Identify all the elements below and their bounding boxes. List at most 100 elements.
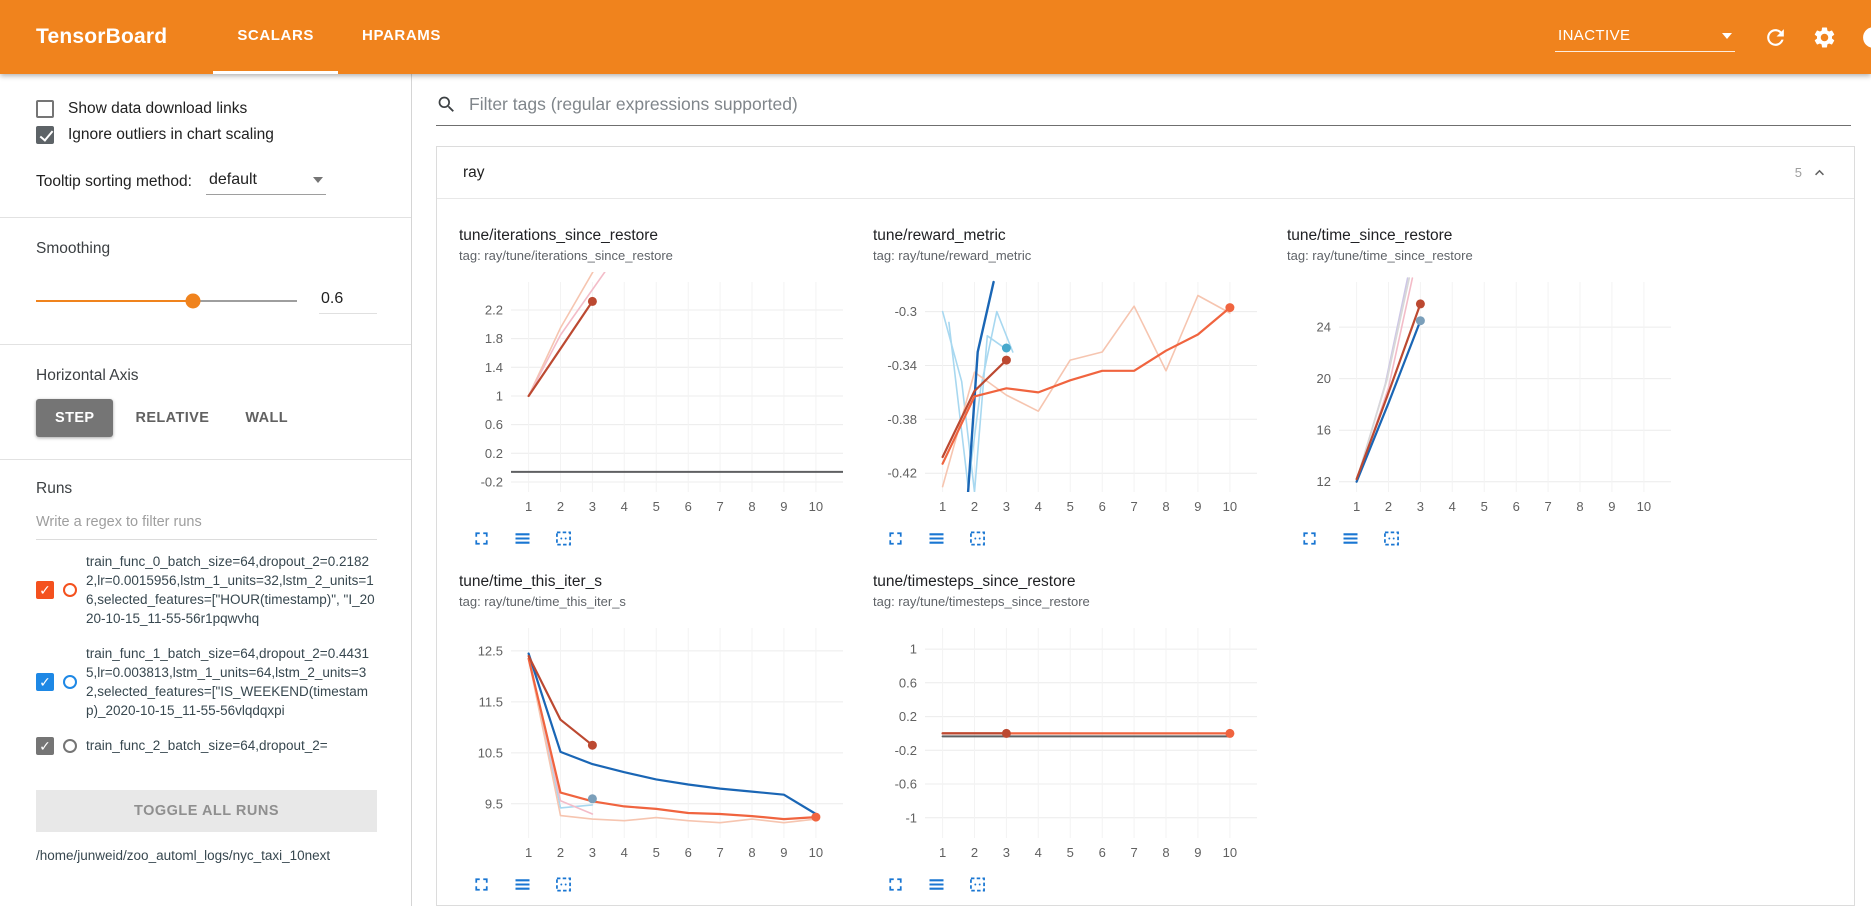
show-download-row[interactable]: Show data download links <box>36 100 377 118</box>
wall-button[interactable]: WALL <box>231 399 302 437</box>
fit-domain-icon[interactable] <box>967 874 988 895</box>
expand-chart-icon[interactable] <box>1299 528 1320 549</box>
chart-card: tune/time_since_restore tag: ray/tune/tim… <box>1287 227 1687 549</box>
page-layout: Show data download links Ignore outliers… <box>0 74 1871 906</box>
chart-actions <box>873 874 1273 895</box>
fit-domain-icon[interactable] <box>967 528 988 549</box>
tab-hparams[interactable]: HPARAMS <box>362 27 441 44</box>
line-chart[interactable]: 9.5 10.5 11.5 12.5 1 2 3 4 5 6 7 8 9 10 <box>459 618 855 870</box>
smoothing-slider[interactable] <box>36 293 297 309</box>
svg-text:5: 5 <box>1067 845 1074 860</box>
expand-chart-icon[interactable] <box>471 528 492 549</box>
svg-text:12: 12 <box>1317 474 1331 489</box>
ignore-outliers-row[interactable]: Ignore outliers in chart scaling <box>36 126 377 144</box>
toggle-all-runs-button[interactable]: TOGGLE ALL RUNS <box>36 790 377 832</box>
chart-card: tune/reward_metric tag: ray/tune/reward_m… <box>873 227 1273 549</box>
runs-filter <box>36 508 377 540</box>
fit-domain-icon[interactable] <box>553 528 574 549</box>
divider <box>0 344 411 345</box>
view-runs-data-icon[interactable] <box>926 874 947 895</box>
tooltip-sort-row: Tooltip sorting method: default <box>36 168 377 195</box>
show-download-checkbox[interactable] <box>36 100 54 118</box>
svg-text:1.4: 1.4 <box>485 360 503 375</box>
expand-chart-icon[interactable] <box>885 528 906 549</box>
line-chart[interactable]: -0.2 0.2 0.6 1 1.4 1.8 2.2 1 2 3 4 5 6 7 8 9 10 <box>459 272 855 524</box>
svg-text:9: 9 <box>780 845 787 860</box>
svg-text:11.5: 11.5 <box>479 694 503 709</box>
chart-title: tune/time_since_restore <box>1287 227 1453 244</box>
refresh-icon[interactable] <box>1763 25 1788 50</box>
svg-text:7: 7 <box>716 845 723 860</box>
status-dropdown[interactable]: INACTIVE <box>1555 22 1735 52</box>
run-list: ✓ train_func_0_batch_size=64,dropout_2=0.… <box>36 544 377 784</box>
run-item[interactable]: ✓ train_func_1_batch_size=64,dropout_2=0.… <box>36 636 377 728</box>
run-checkbox[interactable]: ✓ <box>36 673 54 691</box>
line-chart[interactable]: -0.42 -0.38 -0.34 -0.3 1 2 3 4 5 6 7 8 9 10 <box>873 272 1269 524</box>
run-color-swatch[interactable] <box>63 738 77 753</box>
run-checkbox[interactable]: ✓ <box>36 581 54 599</box>
chart-title: tune/iterations_since_restore <box>459 227 659 244</box>
view-runs-data-icon[interactable] <box>512 528 533 549</box>
svg-text:9.5: 9.5 <box>485 796 503 811</box>
line-chart[interactable]: -1 -0.6 -0.2 0.2 0.6 1 1 2 3 4 5 6 7 8 9 10 <box>873 618 1269 870</box>
svg-text:10: 10 <box>1223 845 1237 860</box>
chart-title: tune/time_this_iter_s <box>459 573 603 590</box>
svg-text:4: 4 <box>1449 499 1456 514</box>
svg-text:12.5: 12.5 <box>478 643 503 658</box>
run-item[interactable]: ✓ train_func_2_batch_size=64,dropout_2= <box>36 728 377 763</box>
svg-text:2: 2 <box>971 845 978 860</box>
svg-text:-0.34: -0.34 <box>887 358 917 373</box>
tooltip-sort-select[interactable]: default <box>205 168 326 195</box>
svg-text:16: 16 <box>1317 423 1331 438</box>
svg-text:5: 5 <box>653 845 660 860</box>
fit-domain-icon[interactable] <box>1381 528 1402 549</box>
svg-text:2: 2 <box>557 845 564 860</box>
tag-filter-input[interactable] <box>469 94 1851 115</box>
svg-text:3: 3 <box>1003 499 1010 514</box>
settings-gear-icon[interactable] <box>1812 25 1837 50</box>
svg-text:9: 9 <box>780 499 787 514</box>
chart-tag-subtitle: tag: ray/tune/time_since_restore <box>1287 248 1473 263</box>
chart-actions <box>459 874 859 895</box>
svg-text:3: 3 <box>589 499 596 514</box>
run-color-swatch[interactable] <box>63 675 77 689</box>
svg-text:4: 4 <box>1035 845 1042 860</box>
section-title: ray <box>463 163 485 181</box>
fit-domain-icon[interactable] <box>553 874 574 895</box>
step-button[interactable]: STEP <box>36 399 114 437</box>
svg-text:24: 24 <box>1317 320 1331 335</box>
view-runs-data-icon[interactable] <box>1340 528 1361 549</box>
svg-text:10: 10 <box>1637 499 1651 514</box>
tab-scalars[interactable]: SCALARS <box>213 0 339 74</box>
run-item[interactable]: ✓ train_func_0_batch_size=64,dropout_2=0.… <box>36 544 377 636</box>
show-download-label: Show data download links <box>68 100 248 117</box>
view-runs-data-icon[interactable] <box>512 874 533 895</box>
svg-text:0.6: 0.6 <box>485 417 503 432</box>
help-icon[interactable] <box>1861 25 1871 50</box>
svg-text:10: 10 <box>809 499 823 514</box>
status-value: INACTIVE <box>1558 27 1631 44</box>
ignore-outliers-checkbox[interactable] <box>36 126 54 144</box>
smoothing-row: 0.6 <box>36 288 377 314</box>
view-runs-data-icon[interactable] <box>926 528 947 549</box>
section-header[interactable]: ray 5 <box>437 147 1854 199</box>
divider <box>0 217 411 218</box>
collapse-section-icon[interactable] <box>1811 164 1828 181</box>
runs-filter-input[interactable] <box>36 514 377 530</box>
run-checkbox[interactable]: ✓ <box>36 736 54 755</box>
horizontal-axis-label: Horizontal Axis <box>36 367 139 384</box>
header-spacer <box>465 0 1555 74</box>
relative-button[interactable]: RELATIVE <box>121 399 223 437</box>
smoothing-value[interactable]: 0.6 <box>319 288 377 314</box>
expand-chart-icon[interactable] <box>471 874 492 895</box>
svg-text:1: 1 <box>939 499 946 514</box>
svg-text:2.2: 2.2 <box>485 303 503 318</box>
horizontal-axis-buttons: STEP RELATIVE WALL <box>36 399 377 437</box>
svg-text:-0.6: -0.6 <box>895 777 917 792</box>
slider-thumb[interactable] <box>185 293 201 309</box>
expand-chart-icon[interactable] <box>885 874 906 895</box>
run-color-swatch[interactable] <box>63 583 77 597</box>
log-directory-path: /home/junweid/zoo_automl_logs/nyc_taxi_1… <box>36 848 331 863</box>
app-header: TensorBoard SCALARS HPARAMS INACTIVE <box>0 0 1871 74</box>
